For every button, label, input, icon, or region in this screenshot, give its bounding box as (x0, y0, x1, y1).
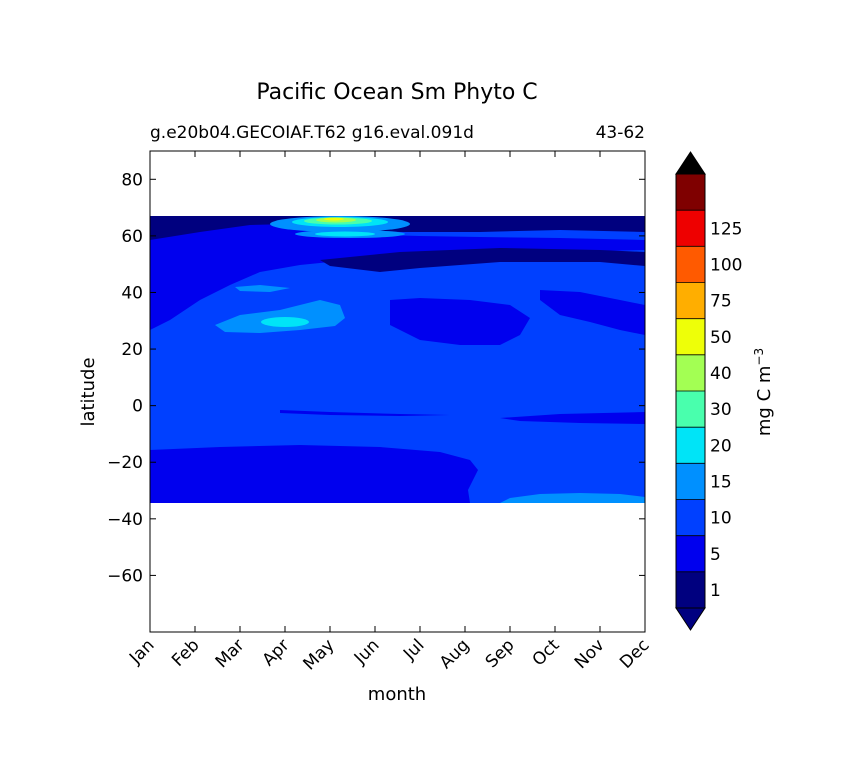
contour-field (150, 216, 645, 503)
colorbar-label: mg C m−3 (752, 348, 775, 436)
colorbar-segment (676, 499, 705, 536)
contour-bloom (270, 216, 410, 238)
colorbar-label-text: mg C m (754, 366, 775, 437)
x-tick-label: Aug (436, 635, 474, 673)
y-tick-label: −20 (107, 453, 143, 473)
contour-band-10-15-patch-a (215, 300, 345, 333)
colorbar-tick-label: 15 (710, 472, 732, 492)
colorbar-segment (676, 427, 705, 464)
colorbar-segment (676, 571, 705, 608)
y-tick-label: 20 (121, 340, 143, 360)
chart-title: Pacific Ocean Sm Phyto C (256, 80, 537, 105)
x-tick-label: Oct (529, 635, 564, 670)
chart-subtitle-left: g.e20b04.GECOIAF.T62 g16.eval.091d (150, 123, 474, 143)
colorbar-under-arrow (675, 607, 706, 631)
contour-band-lt1-ne (320, 248, 645, 272)
contour-band-10-15-south (500, 493, 645, 503)
x-tick-label: Jul (399, 635, 428, 664)
contour-band-1-5-equator (280, 410, 450, 416)
x-tick-label: Jun (350, 635, 384, 669)
bloom-band-40 (324, 217, 344, 221)
bloom-band-lower-15 (315, 231, 375, 237)
contour-band-10-15-patch-b (235, 285, 290, 292)
colorbar-segment (676, 535, 705, 572)
chart-subtitle-right: 43-62 (596, 123, 645, 143)
colorbar-segment (676, 210, 705, 247)
contour-band-1-5-south (150, 445, 478, 503)
colorbar-tick-label: 40 (710, 364, 732, 384)
colorbar-tick-label: 50 (710, 328, 732, 348)
y-tick-label: 0 (132, 397, 143, 417)
plot-frame (149, 150, 646, 633)
colorbar-segment (676, 282, 705, 319)
colorbar-tick-label: 1 (710, 581, 721, 601)
y-tick-label: 60 (121, 227, 143, 247)
contour-band-1-5-east (540, 290, 645, 335)
colorbar-segment (676, 174, 705, 211)
colorbar-tick-label: 10 (710, 509, 732, 529)
x-axis-label: month (368, 684, 426, 705)
colorbar-label-exponent: −3 (752, 348, 766, 366)
y-tick-label: −60 (107, 566, 143, 586)
colorbar-over-arrow (675, 151, 706, 175)
colorbar-segment (676, 463, 705, 500)
colorbar-segment (676, 354, 705, 391)
colorbar-tick-label: 30 (710, 400, 732, 420)
colorbar-segment (676, 246, 705, 283)
plot-area: Jan Feb Mar Apr May Jun Jul Aug Sep Oct Nov Dec 80 6… (107, 150, 654, 674)
colorbar-tick-label: 100 (710, 255, 742, 275)
colorbar-segment (676, 318, 705, 355)
y-tick-label: −40 (107, 510, 143, 530)
x-tick-label: May (300, 635, 339, 674)
colorbar-tick-label: 125 (710, 219, 742, 239)
contour-band-1-5-southeast (500, 412, 645, 424)
contour-band-1-5-mid (390, 298, 530, 345)
colorbar-tick-label: 75 (710, 292, 732, 312)
x-tick-label: Dec (616, 635, 653, 672)
x-tick-label: Nov (571, 635, 609, 673)
y-tick-label: 80 (121, 170, 143, 190)
y-axis-label: latitude (78, 357, 99, 426)
contour-band-1-5-north (150, 220, 645, 330)
contour-band-15-20-patch (261, 317, 309, 327)
colorbar-segment (676, 391, 705, 428)
colorbar-tick-label: 5 (710, 545, 721, 565)
x-tick-label: Feb (168, 635, 203, 670)
colorbar-tick-label: 20 (710, 436, 732, 456)
x-tick-label: Mar (212, 635, 249, 672)
x-tick-label: Apr (259, 635, 294, 670)
y-tick-label: 40 (121, 283, 143, 303)
x-tick-label: Sep (482, 635, 519, 672)
y-axis: 80 60 40 20 0 −20 −40 −60 (107, 170, 645, 586)
x-tick-label: Jan (125, 635, 158, 668)
